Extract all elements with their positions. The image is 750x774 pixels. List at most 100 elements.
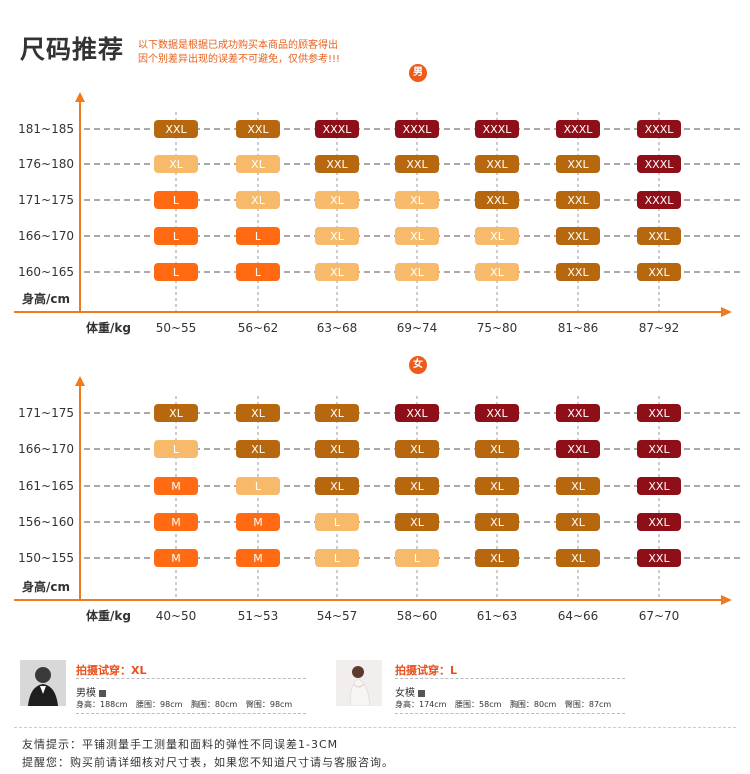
male-size-label: XXL	[326, 158, 348, 171]
male-size-label: XXL	[567, 194, 589, 207]
female-divider-2	[395, 713, 625, 714]
male-size-label: XXL	[486, 194, 508, 207]
female-size-label: XL	[410, 443, 425, 456]
male-size-badge: XXL	[556, 155, 600, 173]
male-size-label: XL	[330, 230, 345, 243]
female-size-badge: XXL	[395, 404, 439, 422]
male-divider-2	[76, 713, 306, 714]
male-size-badge: L	[236, 227, 280, 245]
female-size-badge: XL	[475, 477, 519, 495]
male-size-label: XL	[169, 158, 184, 171]
female-size-badge: XL	[475, 513, 519, 531]
female-size-badge: XL	[395, 513, 439, 531]
female-size-badge: XL	[556, 513, 600, 531]
square-icon	[418, 689, 425, 697]
male-size-label: XXXL	[403, 123, 433, 136]
male-size-badge: XXL	[637, 263, 681, 281]
male-size-badge: L	[154, 227, 198, 245]
footer-tip-2: 提醒您：购买前请详细核对尺寸表，如果您不知道尺寸请与客服咨询。	[22, 756, 394, 769]
male-gender-badge: 男	[409, 64, 427, 82]
female-size-label: M	[253, 516, 263, 529]
female-y-axis-label: 身高/cm	[22, 579, 70, 594]
male-height-label: 166~170	[18, 229, 74, 243]
male-height-label: 171~175	[18, 193, 74, 207]
female-size-label: XL	[330, 407, 345, 420]
female-size-label: L	[334, 516, 341, 529]
female-size-label: XXL	[648, 407, 670, 420]
female-size-label: XXL	[648, 516, 670, 529]
female-weight-label: 51~53	[238, 609, 279, 623]
female-size-badge: L	[236, 477, 280, 495]
female-size-badge: XL	[236, 440, 280, 458]
female-divider	[395, 678, 625, 679]
female-size-badge: XXL	[556, 404, 600, 422]
female-model-name-text: 女模	[395, 688, 415, 699]
male-size-badge: XXL	[637, 227, 681, 245]
female-weight-label: 67~70	[639, 609, 680, 623]
male-size-badge: XXL	[475, 155, 519, 173]
female-size-badge: XXL	[637, 513, 681, 531]
male-size-label: XL	[490, 230, 505, 243]
female-size-badge: XL	[154, 404, 198, 422]
female-size-label: XL	[490, 443, 505, 456]
female-size-label: XXL	[406, 407, 428, 420]
female-size-badge: XL	[236, 404, 280, 422]
male-size-label: XXXL	[323, 123, 353, 136]
male-size-badge: XXXL	[637, 155, 681, 173]
female-size-label: XL	[571, 552, 586, 565]
male-height: 身高：188cm	[76, 700, 128, 709]
male-size-badge: XXL	[154, 120, 198, 138]
female-size-label: XXL	[648, 552, 670, 565]
female-size-label: XXL	[486, 407, 508, 420]
female-size-badge: XL	[475, 549, 519, 567]
male-size-label: XXL	[567, 266, 589, 279]
male-size-badge: XL	[395, 191, 439, 209]
male-size-badge: XL	[395, 263, 439, 281]
male-size-label: XXL	[648, 266, 670, 279]
male-size-label: XXL	[406, 158, 428, 171]
female-size-label: L	[173, 443, 180, 456]
notice-line-1: 以下数据是根据已成功购买本商品的顾客得出	[138, 40, 338, 51]
male-height-label: 176~180	[18, 157, 74, 171]
female-chest: 胸围：80cm	[509, 700, 557, 709]
female-size-label: M	[171, 516, 181, 529]
male-weight-label: 75~80	[477, 321, 518, 335]
male-size-badge: XL	[315, 263, 359, 281]
female-size-badge: XL	[315, 404, 359, 422]
male-size-label: XXXL	[645, 158, 675, 171]
female-height-label: 171~175	[18, 406, 74, 420]
female-size-badge: M	[236, 549, 280, 567]
male-size-badge: XXL	[556, 263, 600, 281]
male-size-chart: 181~185 XXL XXL XXXL XXXL XXXL XXXL XXXL 176~180…	[14, 92, 742, 335]
female-x-axis-label: 体重/kg	[86, 608, 131, 623]
female-model-photo	[336, 660, 382, 706]
female-size-badge: L	[395, 549, 439, 567]
male-size-label: XL	[251, 158, 266, 171]
male-weight-label: 63~68	[317, 321, 358, 335]
male-weight-label: 56~62	[238, 321, 279, 335]
male-hip: 臀围：98cm	[245, 700, 293, 709]
female-weight-label: 40~50	[156, 609, 197, 623]
female-size-label: XL	[490, 480, 505, 493]
page-title: 尺码推荐	[20, 35, 125, 64]
female-size-badge: XL	[395, 477, 439, 495]
female-weight-label: 61~63	[477, 609, 518, 623]
female-size-badge: XL	[315, 440, 359, 458]
male-try-size: 拍摄试穿：XL	[76, 664, 147, 677]
footer-tip-1: 友情提示：平铺测量手工测量和面料的弹性不同误差1-3CM	[22, 738, 339, 751]
male-size-badge: XL	[236, 155, 280, 173]
female-size-label: XXL	[567, 443, 589, 456]
female-size-label: XL	[571, 480, 586, 493]
male-size-label: XL	[410, 266, 425, 279]
male-waist: 腰围：98cm	[136, 700, 183, 709]
male-size-badge: XXL	[475, 191, 519, 209]
male-size-badge: XXXL	[315, 120, 359, 138]
female-size-label: XL	[410, 480, 425, 493]
female-weight-label: 54~57	[317, 609, 358, 623]
male-size-label: XL	[251, 194, 266, 207]
female-size-label: XL	[169, 407, 184, 420]
square-icon	[99, 689, 106, 697]
male-size-label: XXL	[165, 123, 187, 136]
male-size-label: L	[173, 266, 180, 279]
male-size-badge: XXXL	[556, 120, 600, 138]
